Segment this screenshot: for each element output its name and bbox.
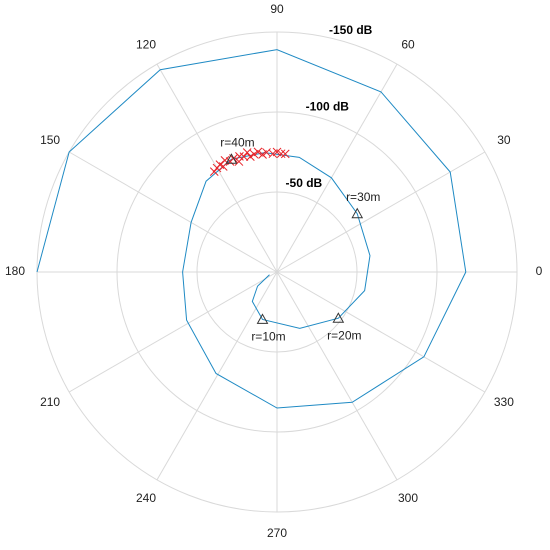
grid-spoke: [68, 151, 278, 273]
theta-tick-label: 60: [401, 37, 415, 51]
theta-tick-label: 240: [136, 491, 156, 505]
cross-marker: [280, 149, 290, 159]
triangle-marker: [256, 313, 269, 324]
cross-marker: [253, 147, 263, 157]
grid-ring: [196, 191, 358, 353]
cross-marker: [225, 157, 235, 166]
theta-tick-label: 210: [40, 395, 60, 409]
cross-marker: [209, 167, 219, 176]
theta-tick-label: 90: [270, 2, 284, 16]
cross-marker: [249, 149, 259, 159]
r-tick-label: -50 dB: [286, 176, 323, 190]
theta-tick-label: 0: [536, 264, 543, 278]
grid-spoke: [156, 271, 278, 481]
cross-marker: [258, 150, 267, 159]
grid-ring: [116, 111, 438, 433]
cross-marker: [242, 148, 252, 157]
triangle-marker: [332, 312, 345, 323]
cross-marker: [234, 157, 244, 166]
theta-tick-label: 300: [398, 491, 418, 505]
cross-marker: [246, 152, 255, 161]
triangle-marker: [225, 153, 238, 164]
theta-tick-label: 270: [267, 526, 287, 540]
r-tick-label: -100 dB: [306, 100, 350, 114]
spiral-line: [36, 49, 467, 409]
theta-tick-label: 30: [497, 133, 511, 147]
grid-spoke: [276, 271, 398, 481]
annotation: r=40m: [220, 135, 254, 149]
grid-spoke: [68, 271, 278, 393]
theta-tick-label: 330: [494, 395, 514, 409]
grid-spoke: [276, 63, 398, 273]
theta-tick-label: 150: [40, 133, 60, 147]
cross-marker: [212, 163, 222, 173]
triangle-marker: [351, 207, 364, 219]
grid-spoke: [276, 271, 486, 393]
annotation: r=20m: [327, 328, 361, 342]
annotation: r=30m: [346, 190, 380, 204]
theta-tick-label: 180: [5, 264, 25, 278]
grid-spoke: [276, 151, 486, 273]
theta-tick-label: 120: [136, 37, 156, 51]
annotation: r=10m: [251, 330, 285, 344]
r-tick-label: -150 dB: [329, 23, 373, 37]
